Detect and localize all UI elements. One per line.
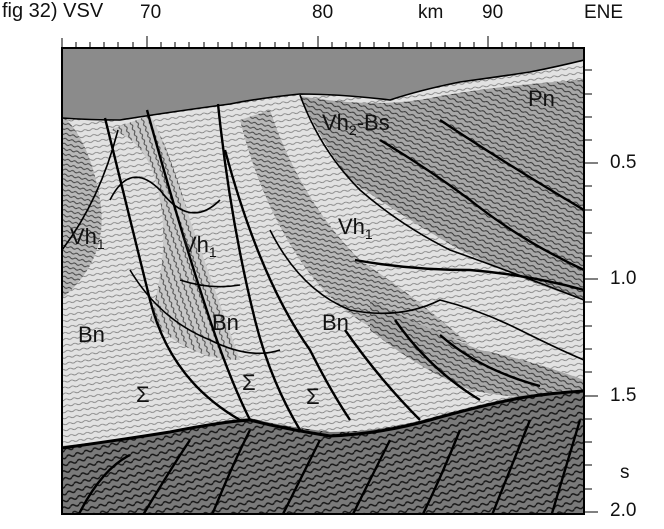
fault-9 (439, 119, 584, 212)
basement-fault-4 (281, 439, 322, 514)
basement-fault-7 (491, 419, 532, 514)
basement-fault-1 (77, 453, 131, 514)
unit-label-pn: Pn (528, 86, 555, 111)
fault-7 (439, 334, 541, 388)
figure-label: fig 32) VSV (2, 0, 103, 23)
basement-fault-6 (421, 429, 462, 514)
section-frame (61, 47, 585, 515)
km-tick-90: 90 (482, 2, 504, 23)
fault-2 (145, 109, 252, 421)
basement-fault-5 (351, 439, 392, 514)
fault-5 (344, 329, 421, 421)
unit-label-vh2-bs: Vh2-Bs (322, 110, 390, 138)
twt-tick-1-5: 1.5 (610, 385, 637, 406)
horizon-2 (109, 176, 221, 214)
right-ticks (584, 69, 598, 513)
fault-10 (354, 258, 584, 292)
central-fold-package (110, 115, 240, 360)
unit-label-sigma-center: Σ (242, 370, 256, 395)
horizon-4 (269, 229, 584, 361)
unit-label-vh1-center: Vh1 (182, 232, 217, 260)
twt-tick-0-5: 0.5 (610, 152, 637, 173)
east-direction-label: ENE (584, 2, 624, 23)
twt-tick-2-0: 2.0 (610, 500, 637, 521)
western-fold-package (62, 115, 102, 299)
fault-1 (103, 117, 241, 422)
unit-label-bn-center: Bn (212, 310, 239, 335)
top-ticks (61, 36, 574, 48)
basement (62, 390, 584, 514)
lower-eastern-package (370, 300, 584, 400)
west-direction-label: VSV (63, 0, 104, 22)
seafloor-horizon (62, 59, 584, 121)
water-column (62, 48, 584, 120)
basement-fault-2 (142, 439, 191, 514)
unit-label-bn-west: Bn (78, 322, 105, 347)
fault-6 (394, 319, 481, 402)
basement-fault-3 (211, 429, 252, 514)
fault-8 (379, 138, 584, 272)
twt-tick-1-0: 1.0 (610, 268, 637, 289)
fault-4 (223, 149, 351, 421)
horizon-1 (62, 129, 119, 251)
unit-label-vh1-east: Vh1 (338, 214, 373, 242)
horizon-lines (62, 59, 584, 361)
km-tick-70: 70 (140, 2, 162, 23)
unit-label-sigma-west: Σ (136, 382, 150, 407)
unit-label-bn-east: Bn (322, 310, 349, 335)
horizon-5 (179, 279, 241, 288)
fault-lines (77, 103, 584, 514)
basement-fault-8 (550, 419, 582, 514)
central-dipping-package (240, 110, 470, 345)
horizon-3 (129, 269, 281, 355)
unit-label-vh1-west: Vh1 (70, 224, 105, 252)
km-unit-label: km (418, 2, 444, 23)
eastern-dipping-package (300, 80, 584, 300)
twt-unit-label: s (620, 462, 630, 483)
section-body (62, 48, 584, 514)
figure-number: fig 32) (2, 0, 58, 22)
top-basement-horizon (62, 389, 584, 450)
unit-label-sigma-east: Σ (306, 384, 320, 409)
fault-3 (216, 103, 302, 431)
horizon-6 (299, 94, 584, 301)
km-tick-80: 80 (312, 2, 334, 23)
